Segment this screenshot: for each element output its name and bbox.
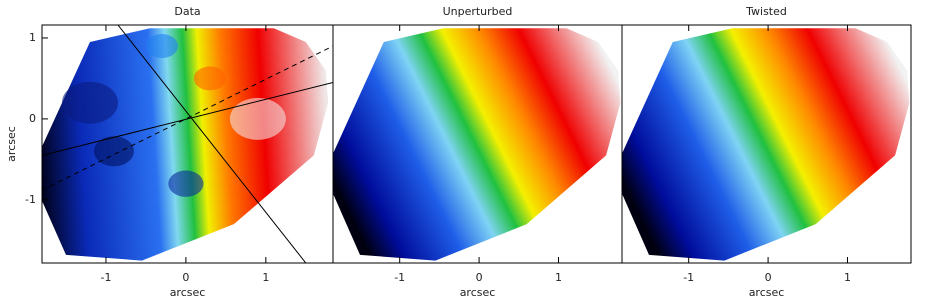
x-tick-label: 1 <box>555 271 562 284</box>
panel: Unperturbed arcsec -1 0 1 <box>332 5 623 299</box>
velocity-map <box>42 28 329 261</box>
axis-line <box>42 81 333 156</box>
y-tick-label: 0 <box>29 112 36 125</box>
x-tick-label: -1 <box>394 271 405 284</box>
x-axis-label: arcsec <box>460 286 496 299</box>
x-tick-label: 0 <box>476 271 483 284</box>
map-patch <box>168 170 204 197</box>
map-body <box>42 25 333 263</box>
y-tick-label: -1 <box>25 193 36 206</box>
velocity-map <box>622 28 910 261</box>
map-patch <box>229 97 286 140</box>
x-axis-label: arcsec <box>170 286 206 299</box>
x-tick-label: -1 <box>100 271 111 284</box>
map-patch <box>61 81 118 124</box>
axis-line <box>42 45 333 191</box>
map-patch <box>93 136 134 167</box>
panel: Data arcsec -1 0 1 arcsec -1 0 1 <box>5 5 334 299</box>
x-tick-label: 1 <box>262 271 269 284</box>
map-body <box>622 28 910 261</box>
x-axis-label: arcsec <box>749 286 785 299</box>
x-tick-label: 0 <box>765 271 772 284</box>
velocity-map <box>333 28 621 261</box>
map-body <box>333 28 621 261</box>
y-axis-label: arcsec <box>5 126 18 162</box>
panel-title: Twisted <box>745 5 787 18</box>
x-tick-label: 1 <box>844 271 851 284</box>
map-patch <box>145 34 178 59</box>
frame <box>621 24 912 264</box>
axis-line <box>117 25 307 263</box>
map-patch <box>193 66 226 91</box>
y-tick-label: 1 <box>29 31 36 44</box>
panel-title: Data <box>174 5 200 18</box>
panel-title: Unperturbed <box>443 5 513 18</box>
x-tick-label: -1 <box>683 271 694 284</box>
x-tick-label: 0 <box>182 271 189 284</box>
panel: Twisted arcsec -1 0 1 <box>621 5 912 299</box>
